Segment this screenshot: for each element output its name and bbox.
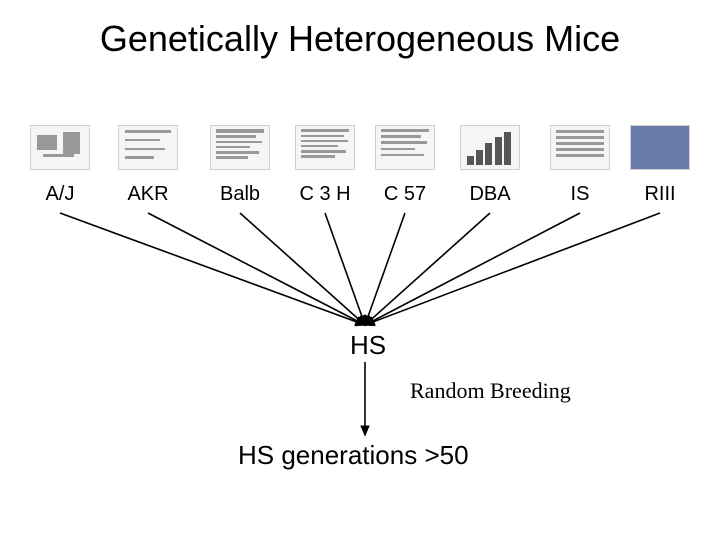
strain-thumb — [375, 125, 435, 170]
strain-label: DBA — [469, 183, 510, 206]
strain-label: IS — [571, 183, 590, 206]
strain-label: A/J — [46, 183, 75, 206]
strain-label: Balb — [220, 183, 260, 206]
page-title: Genetically Heterogeneous Mice — [0, 18, 720, 60]
strain-label: C 3 H — [299, 183, 350, 206]
strain-label: C 57 — [384, 183, 426, 206]
random-breeding-label: Random Breeding — [410, 378, 571, 404]
strain-thumb — [30, 125, 90, 170]
generations-label: HS generations >50 — [238, 440, 469, 471]
strain-label: RIII — [644, 183, 675, 206]
strain-thumb — [630, 125, 690, 170]
hs-label: HS — [350, 330, 386, 361]
strain-thumb — [460, 125, 520, 170]
strain-label: AKR — [127, 183, 168, 206]
strain-thumb — [118, 125, 178, 170]
strain-thumb — [210, 125, 270, 170]
strain-thumb — [550, 125, 610, 170]
strain-thumb — [295, 125, 355, 170]
